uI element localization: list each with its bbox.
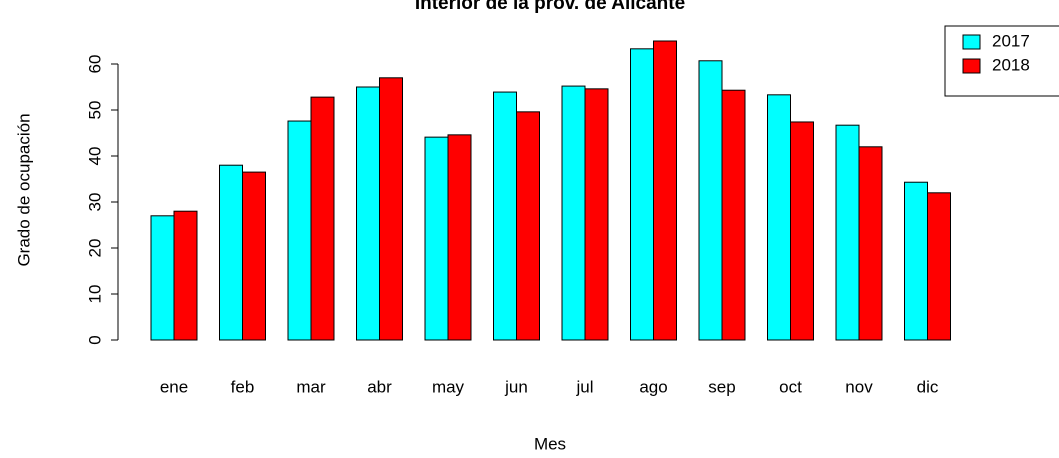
bar [767, 94, 791, 341]
bar [561, 85, 586, 341]
bar [493, 91, 517, 341]
x-tick-label: mar [296, 377, 326, 396]
x-tick-label: dic [917, 377, 939, 396]
x-tick-label: jul [575, 377, 593, 396]
x-axis-label: Mes [534, 434, 566, 453]
bar [424, 136, 449, 341]
y-tick-label: 40 [85, 147, 104, 166]
bar [584, 88, 609, 341]
bar [310, 96, 335, 341]
bar [447, 134, 472, 341]
bar [698, 60, 723, 341]
y-tick-label: 30 [85, 193, 104, 212]
y-tick-label: 60 [85, 55, 104, 74]
bar [356, 86, 380, 341]
bar [904, 181, 928, 341]
bar [150, 215, 175, 341]
x-tick-label: jun [504, 377, 528, 396]
y-tick-label: 0 [85, 335, 104, 344]
y-tick-label: 20 [85, 239, 104, 258]
y-tick-label: 50 [85, 101, 104, 120]
bar [927, 192, 951, 341]
x-tick-label: ene [160, 377, 188, 396]
x-tick-label: ago [639, 377, 667, 396]
bar [516, 111, 540, 341]
x-tick-label: oct [779, 377, 802, 396]
bar [173, 210, 198, 341]
bar [858, 146, 883, 341]
bar [379, 77, 403, 341]
x-tick-label: nov [845, 377, 873, 396]
x-tick-label: abr [367, 377, 392, 396]
bar [835, 124, 860, 341]
legend-label: 2017 [992, 31, 1030, 50]
legend-label: 2018 [992, 55, 1030, 74]
y-tick-label: 10 [85, 285, 104, 304]
bar [653, 40, 677, 341]
x-tick-label: feb [231, 377, 255, 396]
chart-title: Interior de la prov. de Alicante [415, 0, 685, 14]
bar [287, 120, 312, 341]
bar [242, 171, 266, 341]
legend-swatch [962, 58, 981, 74]
legend-swatch [962, 34, 981, 50]
y-axis-label: Grado de ocupación [14, 113, 33, 266]
x-tick-label: may [432, 377, 465, 396]
bar [630, 48, 654, 341]
bar [721, 89, 746, 341]
bar [790, 121, 814, 341]
x-tick-label: sep [708, 377, 735, 396]
bar [219, 164, 243, 341]
